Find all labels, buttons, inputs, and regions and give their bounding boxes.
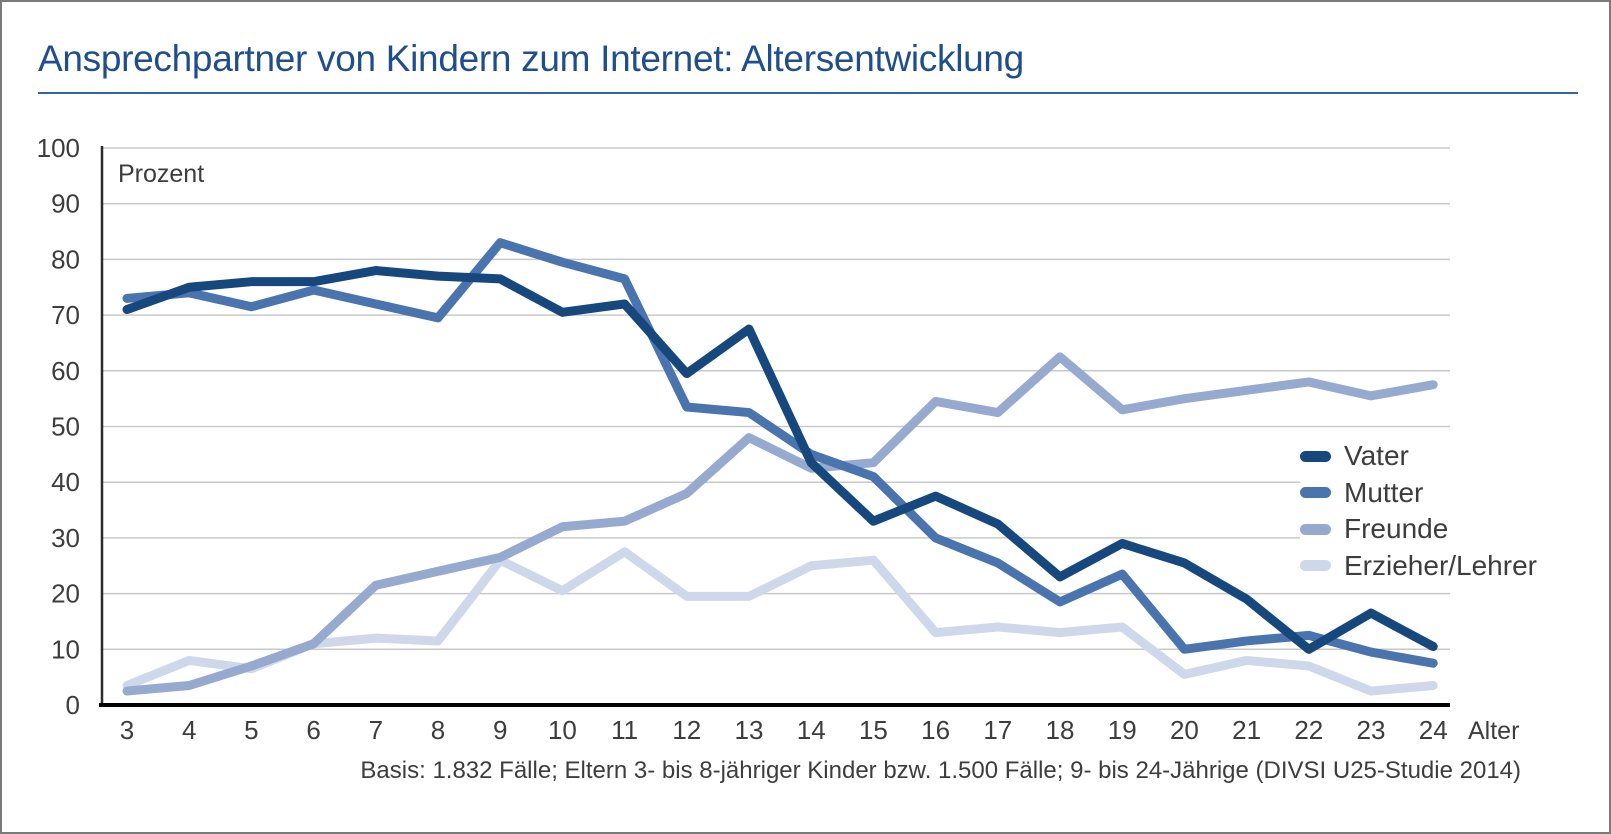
- x-tick-label: 18: [1046, 715, 1075, 745]
- x-tick-label: 20: [1170, 715, 1199, 745]
- series-line-vater: [122, 266, 1438, 654]
- legend-item: Freunde: [1300, 513, 1598, 545]
- legend-label: Freunde: [1344, 513, 1449, 545]
- x-tick-label: 4: [182, 715, 196, 745]
- legend-label: Mutter: [1344, 476, 1424, 508]
- y-tick-label: 10: [51, 634, 80, 664]
- x-tick-label: 16: [921, 715, 950, 745]
- legend-swatch-icon: [1300, 450, 1331, 462]
- source-footnote: Basis: 1.832 Fälle; Eltern 3- bis 8-jähr…: [360, 757, 1521, 784]
- x-tick-label: 13: [735, 715, 764, 745]
- series-line-freunde: [122, 352, 1438, 696]
- x-tick-label: 9: [493, 715, 507, 745]
- x-tick-label: 6: [306, 715, 320, 745]
- x-tick-label: 14: [797, 715, 826, 745]
- x-tick-label: 15: [859, 715, 888, 745]
- y-tick-label: 80: [51, 244, 80, 274]
- x-tick-label: 23: [1357, 715, 1386, 745]
- x-tick-label: 10: [548, 715, 577, 745]
- y-tick-label: 20: [51, 579, 80, 609]
- y-tick-label: 60: [51, 356, 80, 386]
- y-tick-label: 70: [51, 300, 80, 330]
- y-tick-label: 30: [51, 523, 80, 553]
- legend-swatch-icon: [1300, 487, 1331, 499]
- x-tick-label: 5: [244, 715, 258, 745]
- legend-swatch-icon: [1300, 523, 1331, 535]
- legend-item: Mutter: [1300, 477, 1598, 509]
- x-tick-label: 11: [611, 715, 638, 745]
- series-line-mutter: [122, 238, 1438, 668]
- title-rule: [38, 92, 1578, 94]
- legend-item: Vater: [1300, 440, 1598, 472]
- x-tick-label: 21: [1232, 715, 1261, 745]
- x-tick-label: 22: [1294, 715, 1323, 745]
- x-tick-label: 12: [672, 715, 701, 745]
- chart-legend: Vater Mutter Freunde Erzieher/Lehrer: [1300, 438, 1598, 584]
- series-line-erzieher-lehrer: [122, 547, 1438, 696]
- legend-label: Vater: [1344, 440, 1409, 471]
- y-tick-label: 50: [51, 412, 80, 442]
- page-title: Ansprechpartner von Kindern zum Internet…: [38, 38, 1024, 79]
- y-tick-label: 40: [51, 467, 80, 497]
- legend-label: Erzieher/Lehrer: [1344, 549, 1537, 581]
- x-tick-label: 17: [983, 715, 1012, 745]
- legend-swatch-icon: [1300, 560, 1331, 572]
- x-tick-label: 3: [120, 715, 134, 745]
- y-tick-label: 90: [51, 189, 80, 219]
- x-tick-label: 24: [1419, 715, 1448, 745]
- x-tick-label: 19: [1108, 715, 1137, 745]
- y-tick-label: 0: [66, 690, 80, 720]
- y-tick-label: 100: [37, 133, 80, 163]
- x-tick-label: 7: [369, 715, 383, 745]
- x-axis-unit-label: Alter: [1468, 717, 1520, 745]
- y-axis-unit-label: Prozent: [118, 160, 205, 188]
- x-tick-label: 8: [431, 715, 445, 745]
- legend-item: Erzieher/Lehrer: [1300, 550, 1598, 582]
